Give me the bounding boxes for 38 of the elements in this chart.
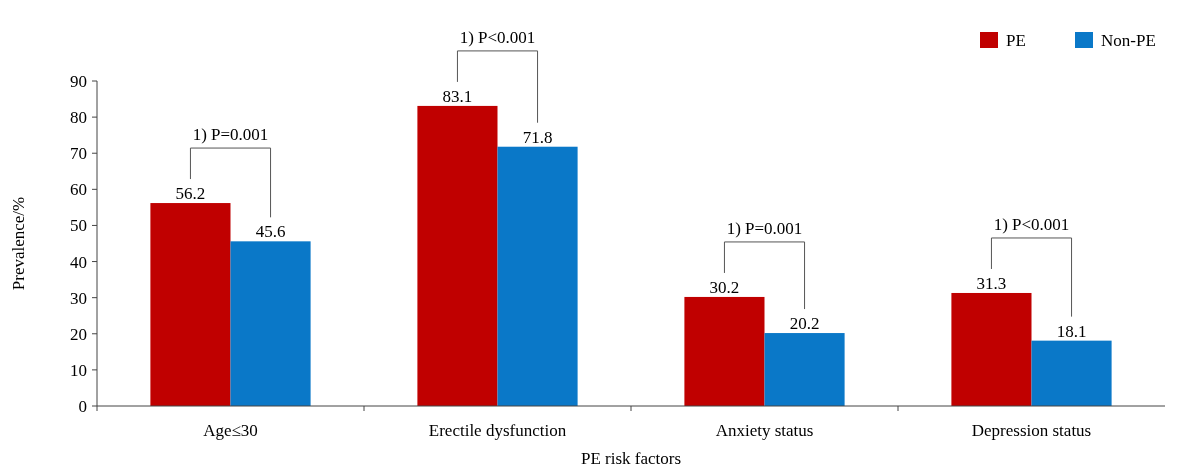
y-tick-label: 40 [70, 252, 87, 272]
bar [684, 296, 765, 406]
data-label: 83.1 [442, 86, 473, 106]
data-label: 56.2 [175, 184, 206, 204]
annotation: 1) P=0.001 [192, 125, 269, 145]
bar [417, 105, 498, 406]
x-axis-title: PE risk factors [580, 449, 682, 468]
data-label: 71.8 [522, 127, 553, 147]
data-label: 30.2 [709, 277, 740, 297]
legend-label: PE [1006, 31, 1026, 50]
data-label: 45.6 [255, 222, 286, 242]
y-tick-label: 50 [70, 216, 87, 236]
legend-label: Non-PE [1101, 31, 1156, 50]
data-label: 31.3 [976, 273, 1007, 293]
bar [150, 203, 231, 406]
annotation: 1) P<0.001 [993, 214, 1070, 234]
text: 1) P<0.001 [459, 27, 536, 47]
y-tick-label: 80 [70, 108, 87, 128]
y-tick-label: 90 [70, 72, 87, 91]
x-tick-label: Erectile dysfunction [428, 421, 567, 440]
bar [497, 146, 578, 406]
y-tick-label: 20 [70, 324, 87, 344]
data-label: 20.2 [789, 314, 820, 334]
y-tick-label: 0 [78, 397, 87, 416]
data-label: 18.1 [1056, 321, 1087, 341]
y-axis-title: Prevalence/% [9, 196, 28, 291]
y-tick-label: 30 [70, 288, 87, 308]
bar [230, 241, 311, 406]
y-tick-label: 60 [70, 180, 87, 200]
y-tick-label: 70 [70, 144, 87, 164]
x-tick-label: Depression status [971, 421, 1092, 440]
x-tick-label: Age≤30 [203, 421, 258, 440]
annotation: 1) P=0.001 [726, 218, 803, 238]
bar [764, 333, 845, 406]
x-tick-label: Anxiety status [715, 421, 814, 440]
bar [1031, 340, 1112, 406]
y-tick-label: 10 [70, 360, 87, 380]
bar [951, 292, 1032, 406]
